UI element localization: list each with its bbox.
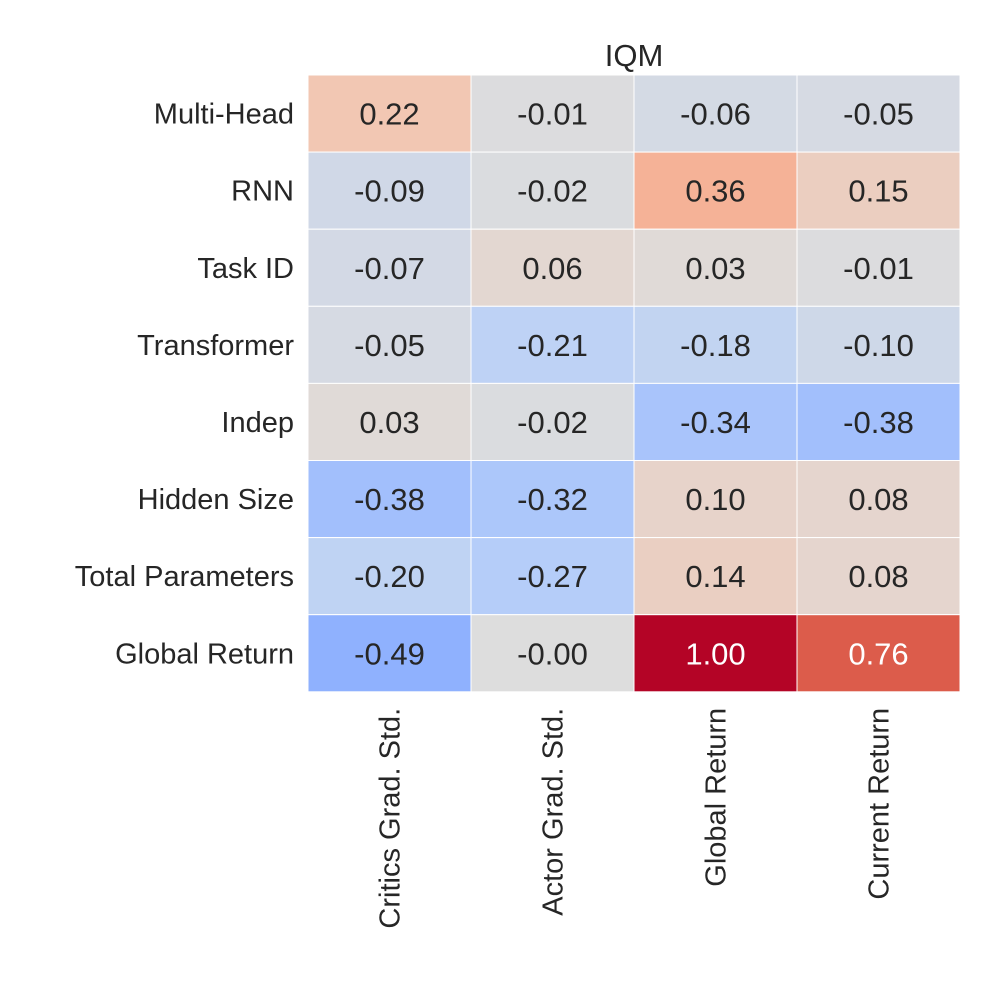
cell-value-label-r0-c1: -0.01 [517,97,588,132]
heatmap-cell-r1-c0 [307,151,472,230]
cell-value-label-r0-c2: -0.06 [680,97,751,132]
row-tick-labels: Multi-Head RNN Task ID Transformer Indep Hidd… [75,99,295,671]
heatmap-cell-r0-c0 [307,74,472,153]
heatmap-cell-r2-c3 [796,228,961,307]
cell-value-label-r2-c0: -0.07 [354,251,425,286]
cell-value-label-r3-c2: -0.18 [680,328,751,363]
heatmap-cell-r1-c1 [470,151,635,230]
cell-value-label-r3-c0: -0.05 [354,328,425,363]
heatmap-cell-r3-c0 [307,305,472,384]
heatmap-cell-r0-c3 [796,74,961,153]
row-label-5: Hidden Size [138,484,294,516]
heatmap-cell-r0-c1 [470,74,635,153]
heatmap-cell-r3-c2 [633,305,798,384]
cell-value-label-r2-c2: 0.03 [685,251,745,286]
cell-value-label-r6-c2: 0.14 [685,559,745,594]
cell-value-label-r2-c3: -0.01 [843,251,914,286]
cell-value-label-r4-c1: -0.02 [517,405,588,440]
cell-value-label-r7-c3: 0.76 [848,636,908,671]
cell-value-label-r4-c0: 0.03 [359,405,419,440]
cell-value-label-r2-c1: 0.06 [522,251,582,286]
cell-value-label-r5-c3: 0.08 [848,482,908,517]
cell-value-label-r1-c1: -0.02 [517,174,588,209]
cell-value-label-r7-c2: 1.00 [685,636,745,671]
column-label-1: Actor Grad. Std. [538,708,570,916]
heatmap-cell-r4-c2 [633,382,798,461]
heatmap-cell-r3-c1 [470,305,635,384]
heatmap-cell-r7-c3 [796,614,961,693]
heatmap-cell-r6-c3 [796,537,961,616]
cell-value-label-r6-c3: 0.08 [848,559,908,594]
heatmap-cell-r4-c3 [796,382,961,461]
row-label-0: Multi-Head [154,99,294,131]
row-label-2: Task ID [197,253,294,285]
column-label-3: Current Return [864,708,896,900]
column-label-2: Global Return [701,708,733,887]
row-label-7: Global Return [115,638,294,670]
heatmap-cell-r7-c0 [307,614,472,693]
cell-value-label-r4-c2: -0.34 [680,405,751,440]
heatmap-cell-r5-c3 [796,460,961,539]
heatmap-cell-r6-c0 [307,537,472,616]
heatmap-cell-r4-c0 [307,382,472,461]
row-label-3: Transformer [137,330,294,362]
heatmap-cell-r5-c0 [307,460,472,539]
heatmap-cell-r4-c1 [470,382,635,461]
column-label-0: Critics Grad. Std. [375,708,407,929]
cell-value-label-r0-c0: 0.22 [359,97,419,132]
column-tick-labels: Critics Grad. Std. Actor Grad. Std. Global… [375,708,896,929]
row-label-6: Total Parameters [75,561,294,593]
heatmap-cell-r5-c2 [633,460,798,539]
cell-value-label-r0-c3: -0.05 [843,97,914,132]
cell-value-label-r6-c0: -0.20 [354,559,425,594]
cell-value-label-r1-c3: 0.15 [848,174,908,209]
heatmap-cell-r2-c1 [470,228,635,307]
chart-title: IQM [605,38,664,73]
cell-value-label-r4-c3: -0.38 [843,405,914,440]
heatmap-value-labels: 0.22 -0.01 -0.06 -0.05 -0.09 -0.02 0.36 0.15 -0.… [354,97,914,672]
heatmap-cell-r3-c3 [796,305,961,384]
heatmap-cell-r7-c2 [633,614,798,693]
cell-value-label-r3-c3: -0.10 [843,328,914,363]
heatmap-cell-r0-c2 [633,74,798,153]
row-label-4: Indep [221,407,294,439]
heatmap-cell-r1-c3 [796,151,961,230]
cell-value-label-r5-c2: 0.10 [685,482,745,517]
cell-value-label-r5-c1: -0.32 [517,482,588,517]
cell-value-label-r7-c1: -0.00 [517,636,588,671]
heatmap-cells [307,74,961,693]
cell-value-label-r6-c1: -0.27 [517,559,588,594]
row-label-1: RNN [231,176,294,208]
heatmap-cell-r6-c2 [633,537,798,616]
cell-value-label-r1-c0: -0.09 [354,174,425,209]
cell-value-label-r5-c0: -0.38 [354,482,425,517]
heatmap-cell-r5-c1 [470,460,635,539]
cell-value-label-r7-c0: -0.49 [354,636,425,671]
cell-value-label-r1-c2: 0.36 [685,174,745,209]
cell-value-label-r3-c1: -0.21 [517,328,588,363]
